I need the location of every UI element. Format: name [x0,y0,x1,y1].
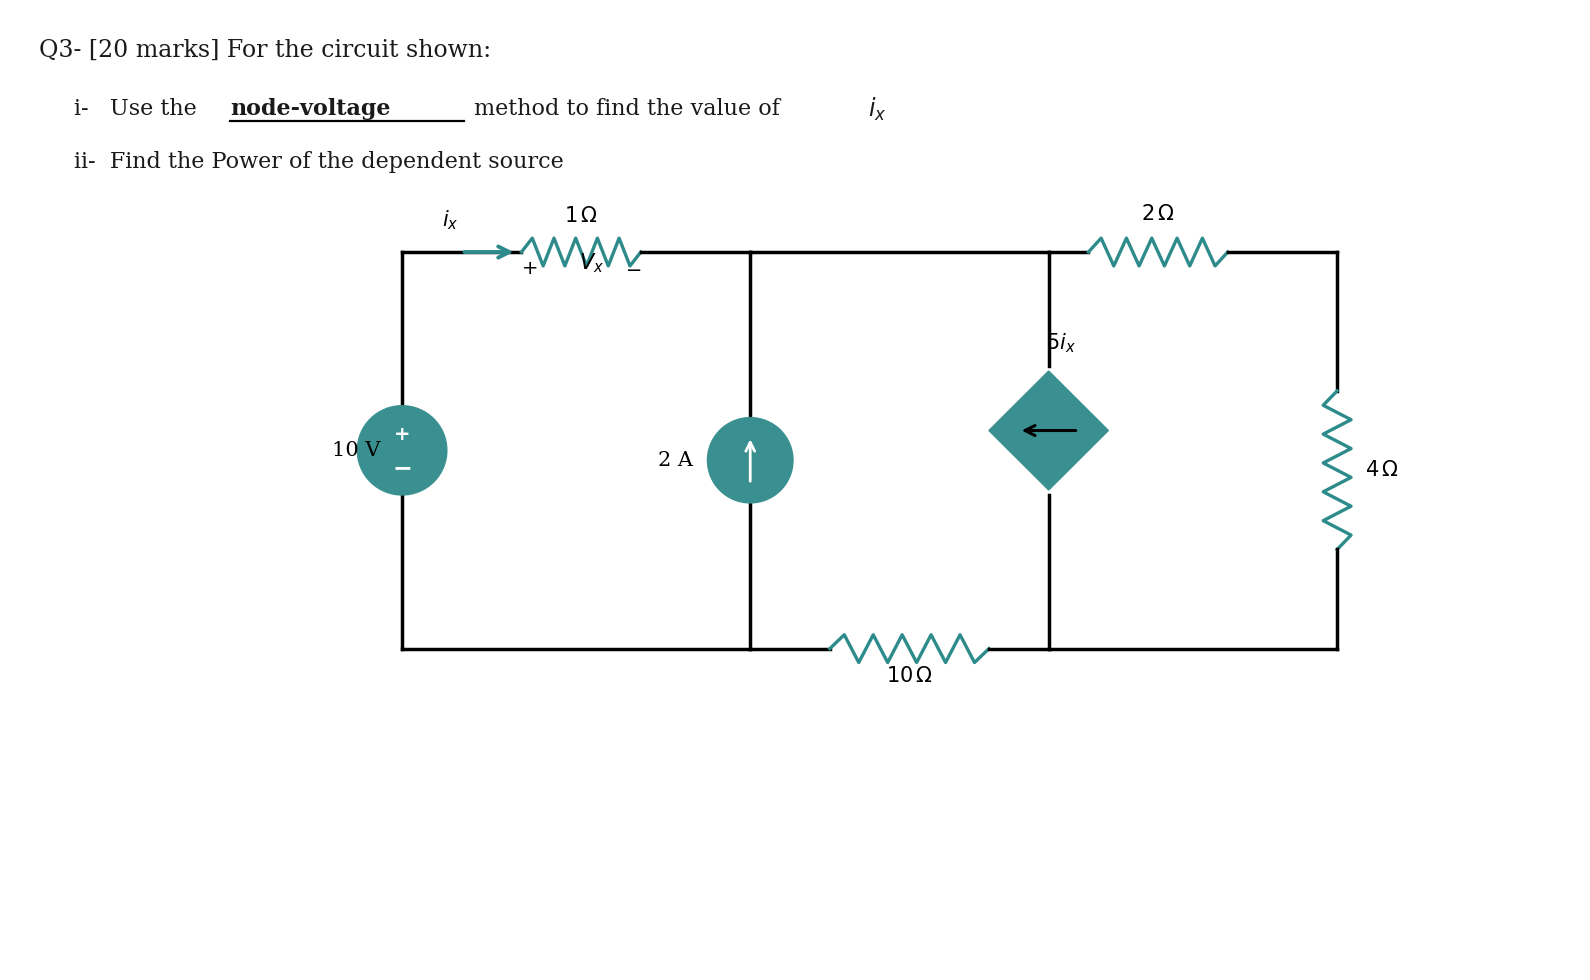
Text: Q3- [20 marks] For the circuit shown:: Q3- [20 marks] For the circuit shown: [40,39,491,62]
Text: +: + [394,425,410,444]
Text: ii-  Find the Power of the dependent source: ii- Find the Power of the dependent sour… [73,151,563,172]
Text: node-voltage: node-voltage [231,98,391,121]
Text: $4\,\Omega$: $4\,\Omega$ [1364,461,1399,480]
Text: $V_x$: $V_x$ [579,252,604,275]
Text: 2 A: 2 A [658,451,693,469]
Circle shape [708,417,793,503]
Text: $i_x$: $i_x$ [442,209,458,232]
Text: i-   Use the: i- Use the [73,98,204,121]
Text: $i_x$: $i_x$ [868,95,886,122]
Text: −: − [393,456,412,480]
Text: 10 V: 10 V [332,441,380,460]
Text: $2\,\Omega$: $2\,\Omega$ [1142,204,1175,224]
Text: $-$: $-$ [625,260,641,278]
Text: method to find the value of: method to find the value of [467,98,787,121]
Text: $10\,\Omega$: $10\,\Omega$ [886,666,933,686]
Text: $1\,\Omega$: $1\,\Omega$ [564,207,598,226]
Text: $5i_x$: $5i_x$ [1046,331,1075,355]
Polygon shape [989,371,1108,490]
Circle shape [358,406,447,495]
Text: $+$: $+$ [522,260,537,278]
